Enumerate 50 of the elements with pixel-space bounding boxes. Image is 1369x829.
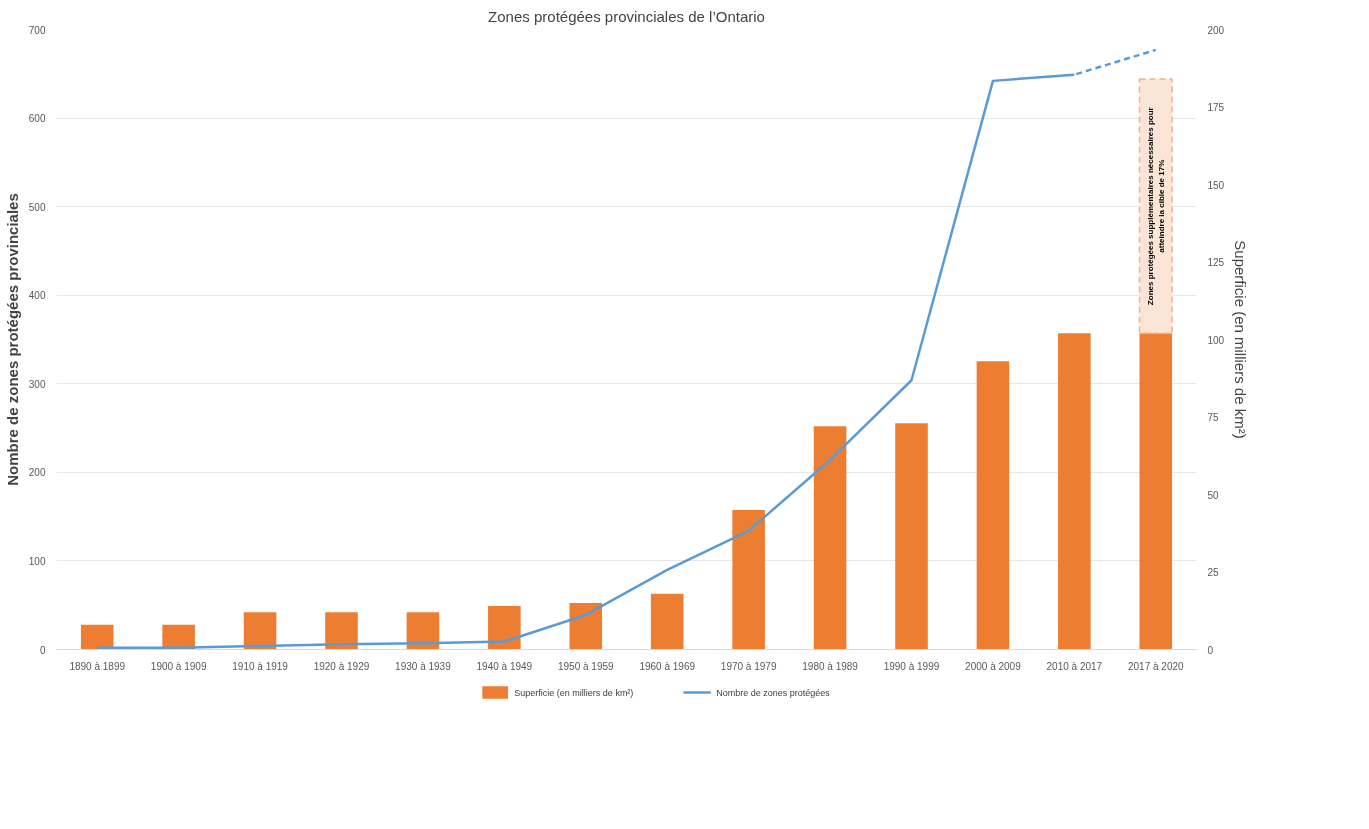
bar (895, 423, 928, 650)
x-tick-label: 1970 à 1979 (720, 660, 777, 672)
bar (650, 593, 684, 650)
legend-label: Nombre de zones protégées (716, 687, 831, 698)
x-tick-label: 1960 à 1969 (639, 660, 696, 672)
y-tick-label: 700 (28, 24, 46, 36)
bar (406, 612, 440, 650)
y2-tick-label: 150 (1207, 179, 1225, 191)
annotation: Zones protégées supplémentaires nécessaires pour atteindre la cible de 17% (1145, 107, 1166, 306)
x-tick-label: 1920 à 1929 (313, 660, 370, 672)
x-tick-label: 1900 à 1909 (150, 660, 207, 672)
y2-tick-label: 0 (1207, 644, 1214, 656)
bar (243, 612, 277, 650)
bar (732, 510, 765, 650)
x-tick-label: 1940 à 1949 (476, 660, 533, 672)
y-tick-label: 400 (28, 290, 46, 302)
bar (1139, 333, 1173, 650)
y2-axis-title: Superficie (en milliers de km²) (1232, 240, 1250, 439)
bar (325, 612, 358, 650)
chart-title: Zones protégées provinciales de l’Ontario (488, 7, 765, 25)
y2-tick-label: 125 (1207, 257, 1225, 268)
y-tick-label: 0 (39, 644, 46, 656)
bar (1058, 333, 1091, 650)
y-tick-label: 100 (28, 555, 46, 567)
x-tick-label: 2000 à 2009 (965, 660, 1022, 672)
y2-tick-label: 100 (1207, 334, 1225, 346)
y2-tick-label: 75 (1207, 412, 1220, 423)
y2-tick-label: 200 (1207, 24, 1225, 36)
x-tick-label: 1930 à 1939 (395, 660, 452, 672)
bar (976, 361, 1010, 650)
x-tick-label: 1910 à 1919 (232, 660, 289, 672)
legend-label: Superficie (en milliers de km²) (514, 687, 634, 698)
x-tick-label: 2010 à 2017 (1046, 660, 1103, 672)
bar (488, 606, 521, 650)
x-tick-label: 1950 à 1959 (557, 660, 615, 672)
y2-tick-label: 50 (1207, 489, 1220, 501)
y-axis-title: Nombre de zones protégées provinciales (3, 193, 21, 486)
y-tick-label: 500 (28, 201, 46, 213)
y-tick-label: 300 (28, 378, 46, 390)
x-tick-label: 2017 à 2020 (1127, 660, 1185, 672)
y-tick-label: 600 (28, 113, 46, 125)
y-tick-label: 200 (28, 467, 46, 479)
y2-tick-label: 175 (1207, 102, 1225, 113)
bar (569, 603, 603, 650)
bar (813, 426, 847, 650)
x-tick-label: 1980 à 1989 (802, 660, 859, 672)
bar (80, 624, 114, 650)
x-tick-label: 1990 à 1999 (883, 660, 940, 672)
y2-tick-label: 25 (1207, 567, 1220, 578)
x-tick-label: 1890 à 1899 (69, 660, 126, 672)
